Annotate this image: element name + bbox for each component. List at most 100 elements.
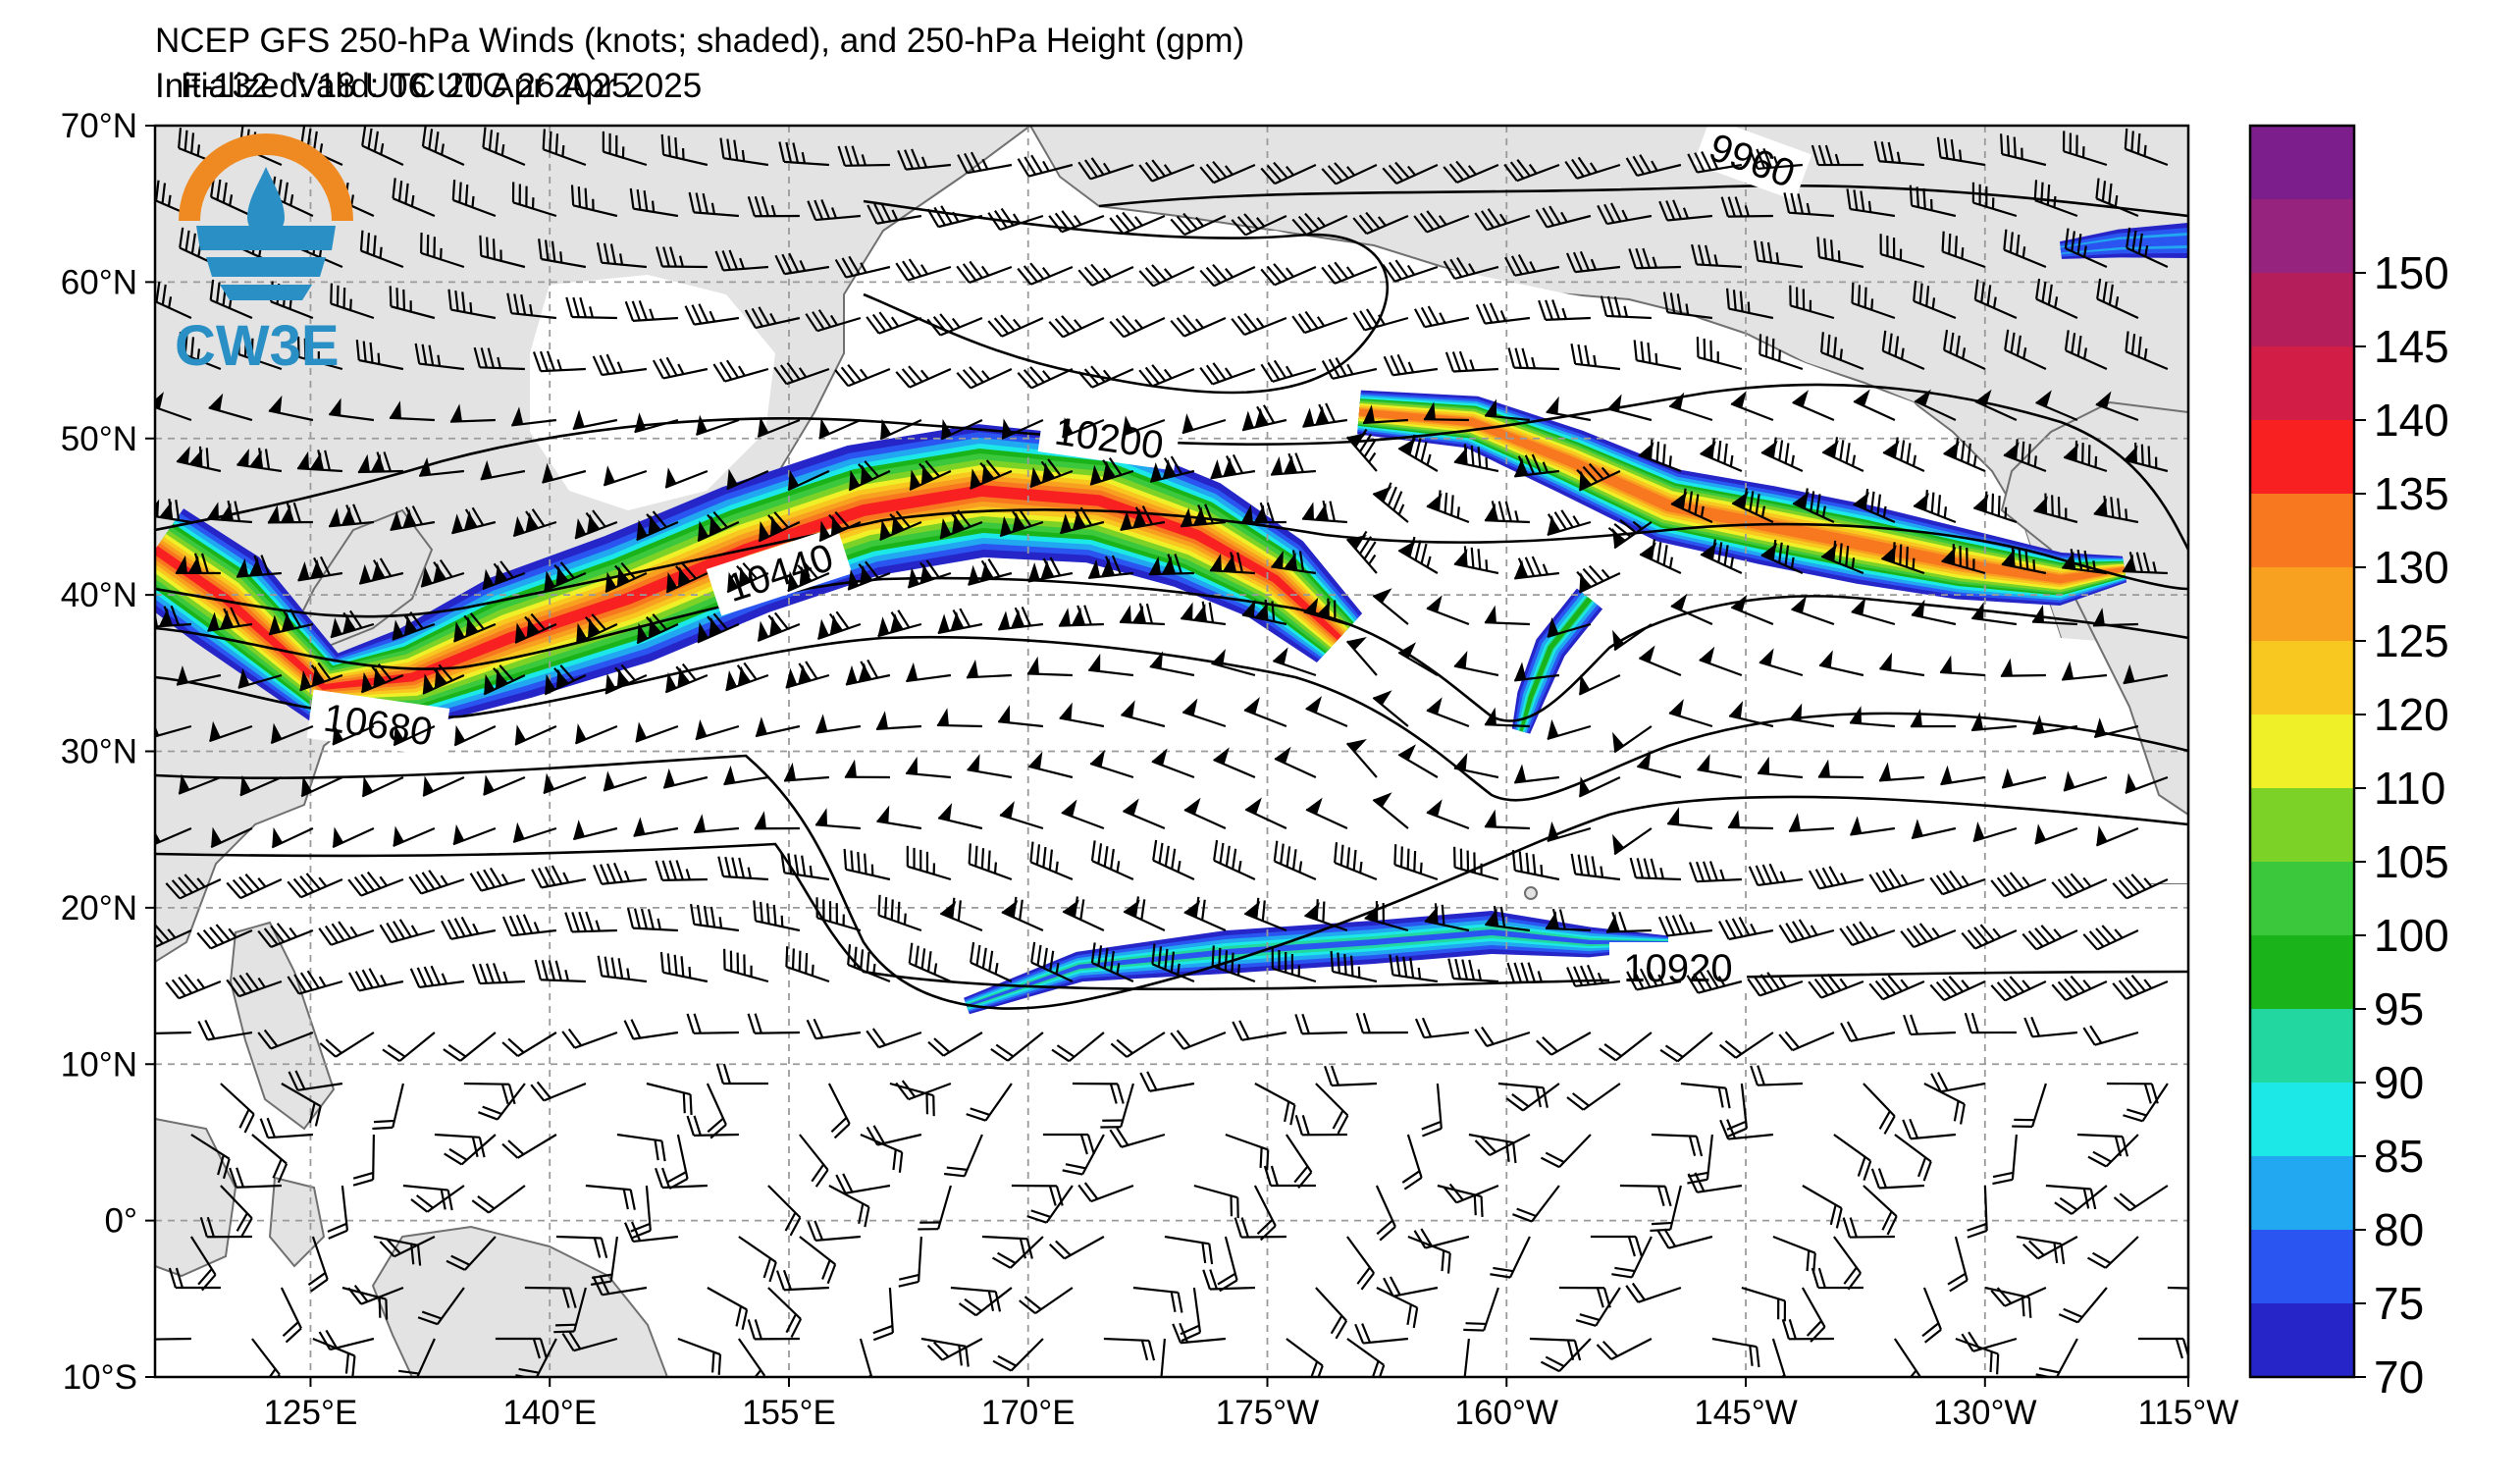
- lat-label: 20°N: [61, 889, 137, 927]
- wind-barb: [1547, 616, 1592, 638]
- wind-barb: [359, 230, 404, 269]
- wind-barb: [1346, 1338, 1386, 1377]
- wind-barb: [1570, 344, 1621, 371]
- longitude-labels: 125°E 140°E 155°E 170°E 175°W 160°W 145°W 130°W…: [264, 1377, 2238, 1432]
- lat-label: 30°N: [61, 733, 137, 771]
- wind-barb: [1850, 816, 1896, 836]
- wind-barb: [603, 770, 648, 792]
- wind-barb: [1172, 1322, 1227, 1345]
- wind-barb: [1514, 764, 1560, 784]
- wind-barb: [1170, 1030, 1227, 1050]
- wind-barb: [2095, 825, 2139, 847]
- wind-barb: [1413, 1228, 1470, 1249]
- wind-barb: [1138, 264, 1195, 288]
- wind-barb: [1389, 954, 1439, 983]
- wind-barb: [1970, 712, 2017, 732]
- wind-barb: [422, 663, 465, 695]
- wind-barbs: [155, 126, 2188, 1377]
- wind-barb: [1030, 941, 1074, 982]
- wind-barb: [1687, 1172, 1743, 1193]
- wind-barb: [2021, 925, 2078, 951]
- wind-barb: [747, 1319, 800, 1341]
- wind-barb: [1629, 857, 1681, 881]
- wind-barb: [1485, 905, 1531, 932]
- wind-barb: [2125, 331, 2169, 371]
- wind-barb: [347, 1285, 404, 1305]
- wind-barb: [664, 662, 709, 694]
- wind-barb: [2064, 330, 2108, 371]
- wind-barb: [1760, 539, 1804, 575]
- latitude-labels: 70°N 60°N 50°N 40°N 30°N 20°N 10°N 0° 10°S: [61, 107, 155, 1397]
- wind-barb: [1170, 314, 1227, 338]
- wind-barb: [501, 914, 557, 937]
- forecast-hour: F-132: [181, 67, 271, 105]
- wind-barb: [1566, 1083, 1621, 1111]
- wind-barb: [1244, 797, 1287, 829]
- wind-barb: [482, 560, 526, 591]
- wind-barb: [361, 126, 404, 166]
- wind-barb: [280, 1287, 302, 1344]
- wind-barb: [267, 502, 313, 524]
- valid-time-line: F-132 Valid: 06 UTC 26 Apr 2025: [155, 67, 2191, 106]
- wind-barb: [590, 1236, 618, 1286]
- wind-barb: [1260, 359, 1317, 383]
- colorbar-label: 150: [2374, 247, 2449, 298]
- wind-barb: [1254, 1083, 1296, 1126]
- wind-barb: [828, 1185, 870, 1228]
- wind-barb: [2035, 278, 2078, 319]
- wind-barb: [1100, 1083, 1134, 1129]
- logo-orange-ring: [179, 133, 353, 222]
- wind-barb: [1303, 597, 1348, 626]
- wind-barb: [664, 467, 709, 489]
- wind-barb: [1687, 151, 1743, 174]
- wind-barb: [991, 1236, 1044, 1269]
- wind-barb: [834, 364, 891, 388]
- wind-barb: [1077, 1182, 1134, 1203]
- colorbar-swatch: [2250, 935, 2354, 1010]
- wind-barb: [1597, 202, 1653, 226]
- wind-barb: [1199, 263, 1256, 288]
- wind-barb: [1407, 1235, 1451, 1274]
- wind-barb: [999, 508, 1044, 538]
- wind-barb: [1639, 645, 1682, 677]
- wind-barb: [1686, 969, 1743, 994]
- wind-barb: [1670, 488, 1713, 524]
- wind-barb: [1576, 462, 1621, 492]
- wind-barb: [758, 511, 801, 543]
- wind-barb: [1231, 213, 1287, 237]
- wind-barb: [1667, 807, 1713, 830]
- wind-barb: [199, 1216, 252, 1239]
- wind-barb: [1148, 554, 1194, 576]
- colorbar-swatch: [2250, 1009, 2354, 1084]
- wind-barb: [630, 1185, 652, 1240]
- wind-barb: [544, 561, 587, 592]
- wind-barb: [1651, 1133, 1704, 1157]
- wind-barb: [512, 508, 557, 538]
- wind-barb: [561, 1331, 618, 1352]
- wind-barb: [1424, 903, 1470, 932]
- wind-barb: [483, 664, 526, 696]
- wind-barb: [1301, 500, 1347, 524]
- wind-barb: [1511, 850, 1560, 881]
- wind-barb: [1058, 605, 1104, 627]
- wind-barb: [987, 314, 1044, 338]
- wind-barb: [1088, 555, 1134, 579]
- wind-barb: [296, 450, 342, 473]
- wind-barb: [2167, 1286, 2188, 1291]
- wind-barb: [1302, 402, 1348, 428]
- wind-barb: [1758, 756, 1804, 779]
- wind-barb: [1484, 605, 1530, 626]
- wind-barb: [1345, 530, 1378, 574]
- wind-barb: [1749, 147, 1803, 171]
- wind-barb: [1811, 1267, 1864, 1290]
- wind-barb: [210, 826, 253, 849]
- wind-barb: [624, 1221, 679, 1244]
- wind-barb: [2051, 873, 2108, 899]
- wind-barb: [1564, 156, 1621, 180]
- wind-barb: [707, 1287, 749, 1331]
- wind-barb: [1382, 259, 1439, 283]
- wind-barb: [1305, 797, 1348, 829]
- colorbar-label: 85: [2374, 1131, 2424, 1182]
- wind-barb: [725, 662, 769, 692]
- wind-barb: [570, 185, 618, 218]
